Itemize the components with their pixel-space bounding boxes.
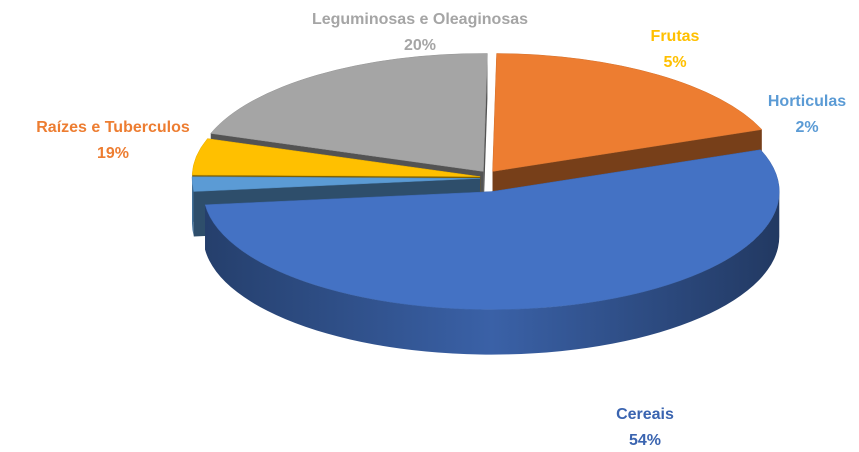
slice-label: Frutas [651, 28, 700, 45]
slice-label: Raízes e Tuberculos [36, 119, 190, 136]
slice [191, 138, 481, 177]
slice-label: Leguminosas e Oleaginosas [312, 11, 528, 28]
slice-side [192, 178, 194, 237]
slice [204, 149, 780, 310]
slice-value-label: 2% [795, 119, 818, 136]
slice-value-label: 20% [404, 37, 436, 54]
slice-value-label: 19% [97, 145, 129, 162]
slice-value-label: 5% [663, 54, 686, 71]
slice-label: Cereais [616, 406, 674, 423]
slice-label: Horticulas [768, 93, 846, 110]
slice [492, 53, 763, 172]
slice [191, 176, 481, 192]
slice-cut [483, 53, 488, 217]
slice-side [205, 191, 780, 355]
slice [210, 53, 488, 172]
slice-value-label: 54% [629, 432, 661, 449]
